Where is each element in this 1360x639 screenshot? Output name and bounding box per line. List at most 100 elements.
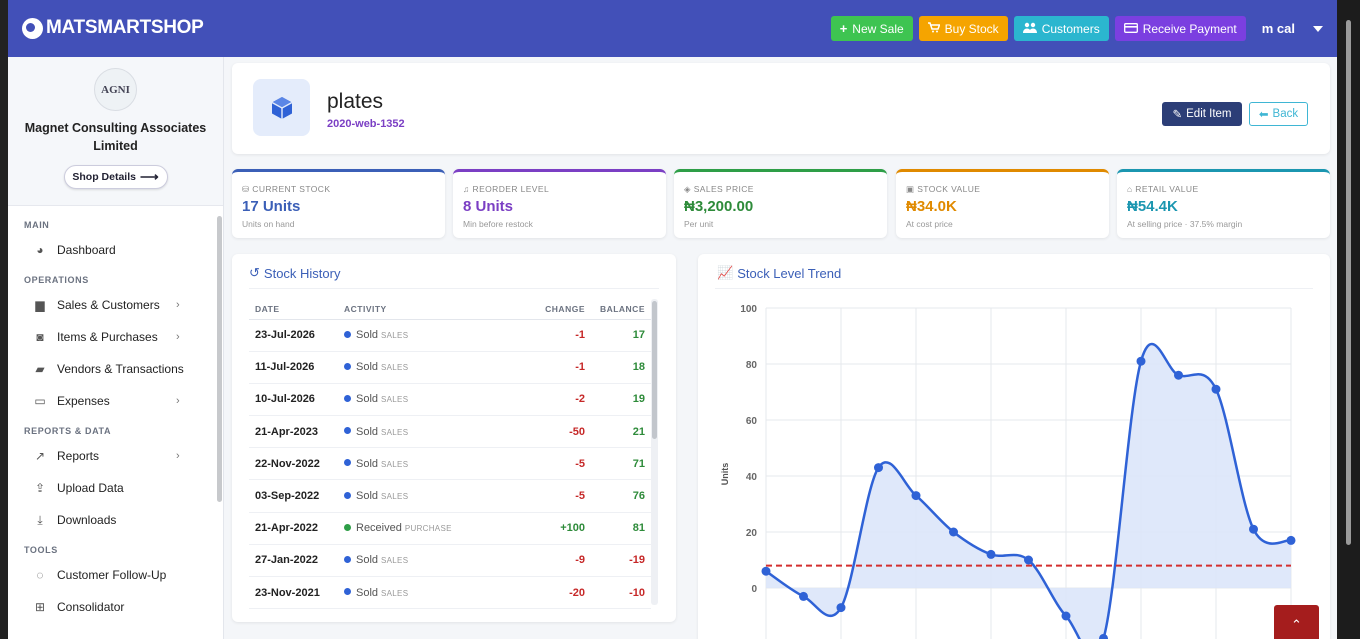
top-navbar: MATSMARTSHOP + New Sale Buy Stock Custom… (8, 0, 1337, 57)
brand-name: MATSMARTSHOP (46, 17, 204, 38)
sidebar-item-vendors-transactions[interactable]: ▰ Vendors & Transactions (8, 353, 223, 385)
stat-stock-value: ▣ STOCK VALUE ₦34.0K At cost price (896, 169, 1109, 238)
data-point (1099, 633, 1108, 639)
back-button[interactable]: ⬅ Back (1249, 102, 1308, 126)
buy-stock-button[interactable]: Buy Stock (918, 16, 1008, 41)
sidebar-item-downloads[interactable]: ⤓ Downloads (8, 504, 223, 536)
table-row[interactable]: 23-Jul-2026 Sold SALES -1 17 (249, 319, 651, 352)
row-date: 21-Apr-2022 (249, 512, 338, 545)
stock-trend-card: 📈 Stock Level Trend 0 20 40 60 80 100 Units (698, 254, 1330, 639)
row-date: 22-Nov-2022 (249, 447, 338, 481)
page-scrollbar[interactable] (1337, 0, 1360, 639)
col-activity: ACTIVITY (338, 299, 531, 320)
table-row[interactable]: 27-Jan-2022 Sold SALES -9 -19 (249, 544, 651, 578)
shop-details-button[interactable]: Shop Details ⟶ (63, 165, 168, 189)
row-change: -5 (531, 479, 591, 513)
sidebar: AGNI Magnet Consulting Associates Limite… (8, 57, 224, 639)
sidebar-item-consolidator[interactable]: ⊞ Consolidator (8, 591, 223, 623)
arrow-right-icon: ⟶ (139, 169, 159, 184)
table-row[interactable]: 21-Apr-2022 Received PURCHASE +100 81 (249, 512, 651, 545)
table-scrollbar[interactable] (651, 299, 658, 605)
scroll-top-button[interactable]: ⌃ (1274, 605, 1319, 639)
activity-type: SALES (381, 459, 409, 469)
row-change: -20 (531, 576, 591, 610)
chevron-right-icon: › (176, 395, 180, 407)
table-row[interactable]: 22-Nov-2022 Sold SALES -5 71 (249, 447, 651, 481)
section-main: MAIN (24, 220, 50, 230)
sidebar-item-upload-data[interactable]: ⇪ Upload Data (8, 472, 223, 504)
cart-icon (927, 21, 941, 36)
y-tick-label: 60 (746, 416, 758, 427)
cube-icon (253, 79, 310, 136)
tag-icon: ◈ (684, 184, 694, 194)
activity-type: SALES (381, 331, 409, 341)
user-menu[interactable]: m cal (1262, 21, 1323, 36)
y-tick-label: 0 (751, 584, 757, 595)
row-activity: Sold SALES (338, 383, 531, 417)
data-point (761, 566, 771, 576)
bag-icon: ▆ (35, 298, 45, 312)
sidebar-item-expenses[interactable]: ▭ Expenses › (8, 385, 223, 417)
row-change: -1 (531, 319, 591, 352)
row-date: 23-Jul-2026 (249, 319, 338, 352)
app-window: MATSMARTSHOP + New Sale Buy Stock Custom… (8, 0, 1337, 639)
stock-history-card: ↺ Stock History DATE ACTIVITY CHANGE BAL… (232, 254, 676, 622)
data-point (1249, 524, 1258, 534)
table-row[interactable]: 10-Jul-2026 Sold SALES -2 19 (249, 383, 651, 417)
table-row[interactable]: 21-Apr-2023 Sold SALES -50 21 (249, 415, 651, 449)
money-icon: ▣ (906, 184, 918, 194)
status-dot (344, 588, 351, 596)
row-balance: 17 (591, 319, 651, 352)
row-date: 23-Nov-2021 (249, 576, 338, 610)
row-balance: 18 (591, 351, 651, 384)
sidebar-item-sales-customers[interactable]: ▆ Sales & Customers › (8, 289, 223, 321)
table-row[interactable]: 03-Sep-2022 Sold SALES -5 76 (249, 479, 651, 513)
stat-value: 17 Units (242, 198, 301, 215)
status-dot (344, 395, 351, 403)
chat-icon: ◌ (36, 568, 44, 582)
table-row[interactable]: 11-Jul-2026 Sold SALES -1 18 (249, 351, 651, 384)
col-change: CHANGE (531, 299, 591, 320)
sidebar-item-dashboard[interactable]: ◕ Dashboard (8, 234, 223, 266)
page-scroll-thumb[interactable] (1346, 20, 1351, 545)
new-sale-button[interactable]: + New Sale (830, 16, 913, 41)
sidebar-item-reports[interactable]: ↗ Reports › (8, 440, 223, 472)
data-point (986, 549, 996, 559)
activity-type: SALES (381, 363, 409, 373)
stock-history-title: Stock History (263, 265, 341, 281)
row-change: -5 (531, 447, 591, 481)
data-point (1024, 555, 1033, 565)
row-balance: -19 (591, 544, 651, 578)
line-chart-icon: 📈 (717, 265, 734, 280)
data-point (1136, 356, 1146, 366)
stat-value: ₦54.4K (1127, 198, 1178, 215)
shop-name[interactable]: Magnet Consulting Associates Limited (24, 121, 207, 153)
data-point (1286, 535, 1296, 545)
table-row[interactable]: 23-Nov-2021 Sold SALES -20 -10 (249, 576, 651, 610)
data-point (874, 463, 883, 473)
col-balance: BALANCE (591, 299, 651, 320)
y-tick-label: 100 (740, 304, 757, 315)
dashboard-icon: ◕ (36, 243, 44, 257)
customers-button[interactable]: Customers (1013, 16, 1109, 41)
activity-type: SALES (381, 588, 409, 598)
sidebar-item-customer-follow-up[interactable]: ◌ Customer Follow-Up (8, 559, 223, 591)
row-balance: 76 (591, 479, 651, 513)
sidebar-scrollbar[interactable] (217, 216, 222, 502)
section-operations: OPERATIONS (24, 275, 89, 285)
data-point (1061, 611, 1071, 621)
edit-item-button[interactable]: ✎ Edit Item (1162, 102, 1242, 126)
receive-payment-button[interactable]: Receive Payment (1114, 16, 1246, 41)
upload-icon: ⇪ (34, 481, 46, 495)
data-point (1211, 384, 1221, 394)
row-change: -1 (531, 351, 591, 384)
chevron-up-icon: ⌃ (1291, 617, 1302, 632)
sidebar-item-items-purchases[interactable]: ◙ Items & Purchases › (8, 321, 223, 353)
row-activity: Received PURCHASE (338, 512, 531, 545)
activity-type: SALES (381, 556, 409, 566)
brand-logo[interactable]: MATSMARTSHOP (22, 17, 204, 39)
table-scroll-thumb[interactable] (652, 301, 657, 439)
data-point (1174, 370, 1183, 380)
chart-icon: ↗ (34, 449, 46, 463)
status-dot (344, 523, 351, 531)
